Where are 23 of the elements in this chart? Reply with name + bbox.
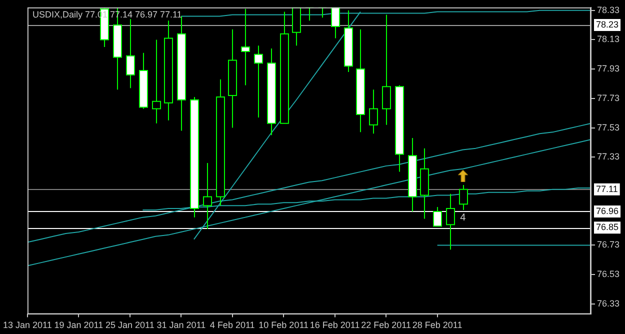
y-tick-label: 77.73 <box>597 92 620 103</box>
x-tick-label: 31 Jan 2011 <box>156 320 206 330</box>
x-tick-label: 16 Feb 2011 <box>310 320 360 330</box>
y-tick-label: 78.33 <box>597 4 620 15</box>
ref-line-label: 78.23 <box>596 20 619 30</box>
ref-line-label: 77.11 <box>596 184 618 194</box>
y-tick-label: 77.53 <box>597 122 620 132</box>
y-tick-label: 76.73 <box>597 240 620 250</box>
x-tick-label: 22 Feb 2011 <box>361 320 412 330</box>
y-tick-label: 76.53 <box>597 269 620 280</box>
x-tick-label: 4 Feb 2011 <box>210 320 255 330</box>
y-tick-label: 77.33 <box>597 152 620 162</box>
annotation: 4 <box>460 212 466 224</box>
y-tick-label: 78.13 <box>597 34 620 44</box>
x-tick-label: 10 Feb 2011 <box>258 320 309 330</box>
ref-line-label: 76.85 <box>596 222 619 232</box>
x-tick-label: 25 Jan 2011 <box>105 320 154 330</box>
x-tick-label: 19 Jan 2011 <box>54 320 104 330</box>
y-tick-label: 77.93 <box>597 64 620 74</box>
y-tick-label: 76.33 <box>597 298 620 308</box>
ref-line-label: 76.96 <box>596 206 619 216</box>
x-tick-label: 13 Jan 2011 <box>2 320 52 330</box>
x-tick-label: 28 Feb 2011 <box>412 320 462 330</box>
